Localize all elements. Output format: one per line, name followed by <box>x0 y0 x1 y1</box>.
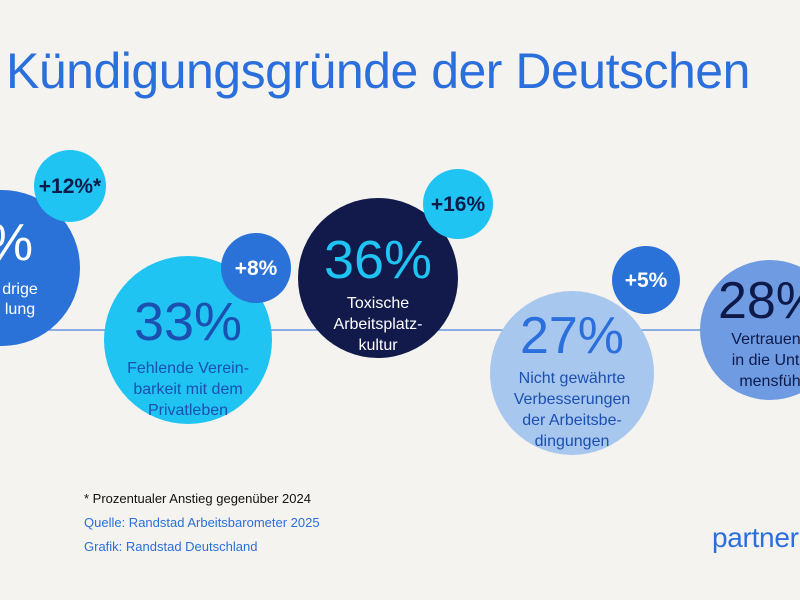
footnote: * Prozentualer Anstieg gegenüber 2024 <box>84 491 311 506</box>
bubble-label-line: Privatleben <box>148 402 228 419</box>
bubble-label-line: barkeit mit dem <box>133 381 242 398</box>
bubble-label-line: Toxische <box>347 295 409 312</box>
bubble-circle <box>0 190 80 346</box>
page-title: Kündigungsgründe der Deutschen <box>6 43 750 99</box>
change-badge <box>423 169 493 239</box>
bubble-circle <box>700 260 800 400</box>
bubble-label-line: drige <box>2 281 38 298</box>
change-badge <box>612 246 680 314</box>
change-badge <box>221 233 291 303</box>
bubble-2: 33% Fehlende Verein-barkeit mit dem Privat… <box>104 233 291 424</box>
bubble-value: 36% <box>324 230 432 290</box>
bubble-label-line: Arbeitsplatz- <box>334 316 423 333</box>
bubble-1: % drige lung +12%* <box>0 150 106 346</box>
bubble-label-line: dingungen <box>535 433 610 450</box>
change-badge-label: +12%* <box>39 175 102 198</box>
bubble-value: 28% <box>718 272 800 330</box>
change-badge-label: +5% <box>625 269 668 292</box>
bubble-value: 33% <box>134 292 242 352</box>
bubble-label-line: Nicht gewährte <box>519 370 626 387</box>
bubble-label-line: kultur <box>358 337 398 354</box>
change-badge <box>34 150 106 222</box>
bubble-label-line: mensfüh <box>739 373 800 390</box>
change-badge-label: +16% <box>431 193 486 216</box>
bubble-circle <box>490 291 654 455</box>
bubble-4: 27% Nicht gewährte Verbesserungen der Arbei… <box>490 246 680 455</box>
bubble-value: % <box>0 214 33 272</box>
change-badge-label: +8% <box>235 257 278 280</box>
bubble-label-line: in die Unte <box>732 352 800 369</box>
source-note: Quelle: Randstad Arbeitsbarometer 2025 <box>84 515 320 530</box>
bubble-label-line: Vertrauens <box>731 331 800 348</box>
bubble-circle <box>104 256 272 424</box>
bubble-3: 36% Toxische Arbeitsplatz-kultur +16% <box>298 169 493 358</box>
bubble-5: 28%Vertrauens in die Unte mensfüh <box>700 260 800 400</box>
bubble-circle <box>298 198 458 358</box>
bubble-value: 27% <box>520 307 624 365</box>
graphic-credit: Grafik: Randstad Deutschland <box>84 539 258 554</box>
brand-logo: partner <box>712 522 799 553</box>
bubble-label-line: lung <box>5 301 35 318</box>
bubble-label-line: der Arbeitsbe- <box>522 412 622 429</box>
bubble-label-line: Fehlende Verein- <box>127 360 249 377</box>
footer: * Prozentualer Anstieg gegenüber 2024 Qu… <box>84 487 320 559</box>
bubble-label-line: Verbesserungen <box>514 391 631 408</box>
